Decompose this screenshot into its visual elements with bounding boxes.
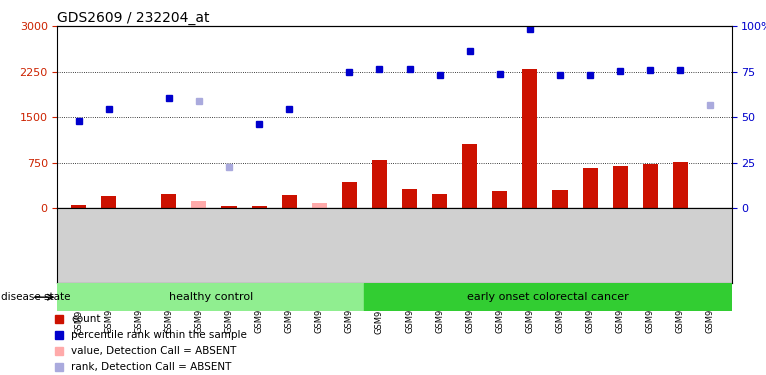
Bar <box>312 203 327 208</box>
Bar <box>552 190 568 208</box>
Text: early onset colorectal cancer: early onset colorectal cancer <box>466 292 629 302</box>
Bar <box>402 189 417 208</box>
Bar <box>364 283 732 311</box>
Text: healthy control: healthy control <box>169 292 253 302</box>
Bar <box>493 190 507 208</box>
Text: percentile rank within the sample: percentile rank within the sample <box>71 330 247 340</box>
Text: GDS2609 / 232204_at: GDS2609 / 232204_at <box>57 11 210 25</box>
Bar <box>583 168 597 208</box>
Bar <box>432 194 447 208</box>
Bar <box>522 69 538 208</box>
Bar <box>282 195 296 208</box>
Bar <box>221 206 237 208</box>
Text: rank, Detection Call = ABSENT: rank, Detection Call = ABSENT <box>71 362 231 372</box>
Text: count: count <box>71 314 100 324</box>
Text: value, Detection Call = ABSENT: value, Detection Call = ABSENT <box>71 346 236 356</box>
Bar <box>162 194 176 208</box>
Bar <box>673 162 688 208</box>
Bar <box>101 196 116 208</box>
Bar <box>57 283 364 311</box>
Text: disease state: disease state <box>1 292 70 302</box>
Bar <box>643 165 658 208</box>
Bar <box>192 201 206 208</box>
Bar <box>613 166 627 208</box>
Bar <box>372 160 387 208</box>
Bar <box>251 206 267 208</box>
Bar <box>71 205 86 208</box>
Bar <box>462 144 477 208</box>
Bar <box>342 182 357 208</box>
